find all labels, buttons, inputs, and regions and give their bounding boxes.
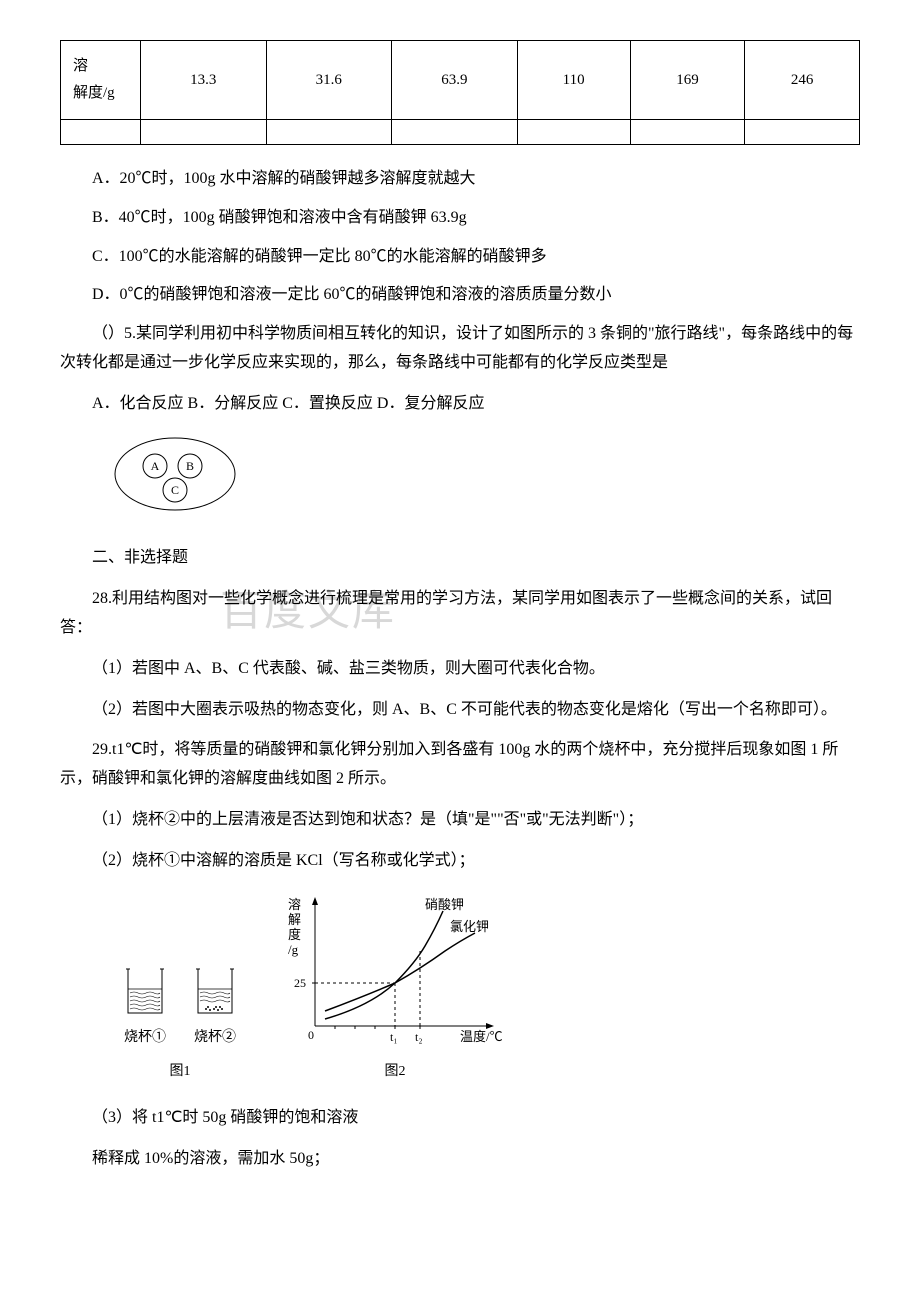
svg-text:25: 25 [294,976,306,990]
beaker-2-icon [190,961,240,1021]
q29-stem: 29.t1℃时，将等质量的硝酸钾和氯化钾分别加入到各盛有 100g 水的两个烧杯… [60,736,860,794]
svg-text:解: 解 [288,912,301,927]
venn-b-label: B [186,459,194,473]
q5-options: A．化合反应 B．分解反应 C．置换反应 D．复分解反应 [60,390,860,419]
figure-1-label: 图1 [170,1059,191,1084]
solubility-table: 溶 解度/g 13.3 31.6 63.9 110 169 246 [60,40,860,145]
table-empty-cell [745,120,860,145]
venn-a-label: A [151,459,160,473]
svg-text:温度/℃: 温度/℃ [460,1029,503,1044]
svg-text:度: 度 [288,927,301,942]
q29-p2: （2）烧杯①中溶解的溶质是 KCl（写名称或化学式）； [60,847,860,876]
option-a: A．20℃时，100g 水中溶解的硝酸钾越多溶解度就越大 [60,165,860,194]
table-cell: 169 [630,41,745,120]
row-header: 溶 解度/g [61,41,141,120]
q29-p3: （3）将 t1℃时 50g 硝酸钾的饱和溶液 [60,1104,860,1133]
table-cell: 246 [745,41,860,120]
figure-2-label: 图2 [385,1059,406,1084]
beaker-1-icon [120,961,170,1021]
q28-stem: 28.利用结构图对一些化学概念进行梳理是常用的学习方法，某同学用如图表示了一些概… [60,585,860,643]
q29-p4: 稀释成 10%的溶液，需加水 50g； [60,1145,860,1174]
beaker-2-label: 烧杯② [194,1025,236,1050]
table-empty-cell [141,120,267,145]
q29-p1: （1）烧杯②中的上层清液是否达到饱和状态？是（填"是""否"或"无法判断"）； [60,806,860,835]
table-empty-cell [392,120,518,145]
table-empty-cell [630,120,745,145]
table-cell: 110 [517,41,630,120]
svg-text:/g: /g [288,942,299,957]
option-b: B．40℃时，100g 硝酸钾饱和溶液中含有硝酸钾 63.9g [60,204,860,233]
solubility-chart: 溶 解 度 /g 0 25 t₁ t₂ [280,891,510,1051]
figure-container: 烧杯① [120,891,860,1084]
svg-text:氯化钾: 氯化钾 [450,919,489,934]
q28-p2: （2）若图中大圈表示吸热的物态变化，则 A、B、C 不可能代表的物态变化是熔化（… [60,696,860,725]
svg-text:t₁: t₁ [390,1030,398,1044]
svg-text:0: 0 [308,1028,314,1042]
venn-diagram: A B C [110,434,860,525]
beaker-1-label: 烧杯① [124,1025,166,1050]
option-d: D．0℃的硝酸钾饱和溶液一定比 60℃的硝酸钾饱和溶液的溶质质量分数小 [60,281,860,310]
svg-text:溶: 溶 [288,897,301,912]
table-cell: 63.9 [392,41,518,120]
table-empty-cell [517,120,630,145]
svg-text:t₂: t₂ [415,1030,423,1044]
table-empty-cell [61,120,141,145]
table-cell: 13.3 [141,41,267,120]
svg-text:硝酸钾: 硝酸钾 [425,897,464,912]
table-empty-cell [266,120,392,145]
q28-p1: （1）若图中 A、B、C 代表酸、碱、盐三类物质，则大圈可代表化合物。 [60,655,860,684]
option-c: C．100℃的水能溶解的硝酸钾一定比 80℃的水能溶解的硝酸钾多 [60,243,860,272]
q5-stem: （）5.某同学利用初中科学物质间相互转化的知识，设计了如图所示的 3 条铜的"旅… [60,320,860,378]
section-2-header: 二、非选择题 [60,544,860,573]
venn-c-label: C [171,483,179,497]
table-cell: 31.6 [266,41,392,120]
